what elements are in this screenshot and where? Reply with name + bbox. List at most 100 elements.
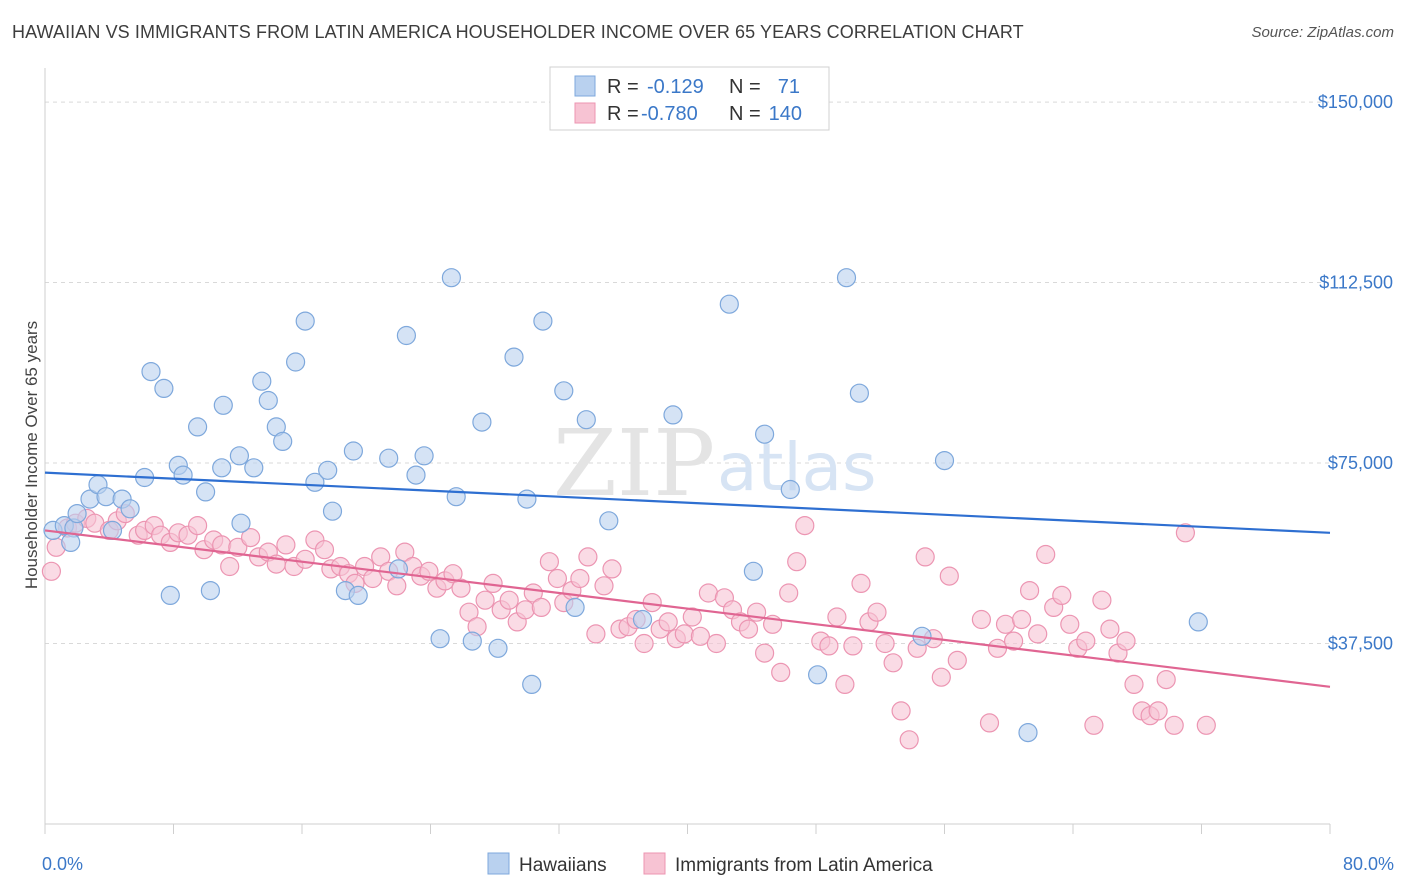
latin-america-point-122	[1076, 631, 1096, 651]
y-tick-label-3: $150,000	[1318, 92, 1393, 112]
hawaiians-point-17	[188, 417, 208, 437]
hawaiians-point-26	[258, 390, 278, 411]
latin-america-point-125	[1100, 619, 1120, 639]
latin-america-point-62	[570, 568, 590, 589]
latin-america-point-30	[314, 540, 335, 560]
legend: R = -0.129 N = 71 R = -0.780 N = 140	[549, 66, 830, 131]
latin-america-point-116	[1028, 624, 1048, 644]
watermark: ZIP atlas	[553, 410, 877, 517]
latin-america-point-70	[634, 633, 654, 654]
bottom-legend: Hawaiians Immigrants from Latin America	[487, 852, 933, 876]
latin-america-point-85	[754, 643, 775, 663]
latin-america-point-83	[738, 619, 759, 639]
latin-america-point-88	[779, 583, 799, 603]
hawaiians-point-28	[273, 431, 293, 451]
latin-america-point-47	[451, 578, 471, 598]
x-tick-label-1: 80.0%	[1343, 854, 1394, 874]
latin-america-point-133	[1164, 715, 1184, 735]
latin-america-point-113	[1003, 631, 1024, 651]
hawaiians-point-40	[406, 465, 426, 485]
latin-america-point-22	[241, 527, 261, 548]
latin-america-point-131	[1148, 701, 1168, 721]
latin-america-point-108	[947, 650, 967, 671]
hawaiians-point-29	[286, 352, 306, 372]
legend-swatch-latin-america	[574, 102, 596, 124]
latin-america-point-87	[771, 662, 791, 683]
latin-america-point-75	[674, 624, 694, 644]
hawaiians-point-10	[120, 499, 140, 519]
y-tick-label-1: $75,000	[1328, 453, 1393, 473]
hawaiians-point-3	[61, 532, 81, 553]
hawaiians-point-44	[446, 487, 466, 507]
hawaiians-point-54	[576, 410, 596, 430]
latin-america-point-111	[987, 638, 1008, 658]
latin-america-point-90	[795, 515, 815, 536]
hawaiians-point-57	[663, 405, 683, 425]
hawaiians-point-49	[517, 489, 537, 509]
hawaiians-point-41	[414, 446, 434, 466]
hawaiians-point-39	[396, 325, 416, 346]
latin-america-point-78	[698, 583, 719, 603]
bottom-legend-latin-america: Immigrants from Latin America	[675, 855, 933, 876]
hawaiians-point-8	[102, 520, 123, 541]
bottom-legend-swatch-latin-america	[643, 852, 666, 875]
latin-america-point-115	[1019, 580, 1040, 601]
latin-america-point-55	[515, 600, 535, 620]
latin-america-point-48	[459, 602, 479, 622]
legend-r-value-2: -0.780	[641, 103, 698, 125]
hawaiians-point-13	[154, 378, 174, 398]
latin-america-point-100	[883, 653, 903, 673]
latin-america-point-92	[819, 636, 839, 656]
axes	[44, 68, 1331, 834]
hawaiians-point-58	[719, 294, 739, 314]
x-tick-label-0: 0.0%	[42, 854, 83, 874]
chart-title: HAWAIIAN VS IMMIGRANTS FROM LATIN AMERIC…	[12, 22, 1024, 42]
hawaiians-point-35	[343, 441, 363, 461]
legend-box	[549, 66, 830, 131]
latin-america-point-26	[276, 535, 296, 555]
latin-america-point-132	[1156, 669, 1176, 690]
latin-america-point-109	[971, 609, 992, 630]
legend-r-value-1: -0.129	[647, 76, 704, 98]
latin-america-point-76	[682, 607, 702, 627]
hawaiians-point-56	[632, 609, 653, 630]
hawaiians-point-24	[244, 458, 264, 478]
hawaiians-point-16	[173, 465, 193, 485]
hawaiians-point-45	[462, 631, 482, 651]
hawaiians-point-33	[322, 501, 343, 521]
hawaiians-point-68	[1188, 612, 1208, 632]
hawaiians-point-25	[252, 371, 272, 391]
latin-america-point-40	[395, 542, 415, 562]
hawaiians-point-22	[229, 446, 249, 466]
hawaiians-point-43	[441, 268, 461, 288]
latin-america-point-124	[1092, 590, 1112, 610]
y-tick-label-2: $112,500	[1319, 273, 1393, 293]
latin-america-point-107	[939, 566, 959, 586]
latin-america-point-73	[658, 612, 678, 632]
y-axis-label: Householder Income Over 65 years	[22, 321, 41, 589]
latin-america-point-63	[578, 547, 598, 567]
legend-r-label-1: R =	[607, 76, 639, 98]
latin-america-point-89	[787, 552, 807, 572]
latin-america-point-119	[1052, 585, 1072, 606]
latin-america-point-95	[843, 636, 863, 656]
latin-america-point-39	[387, 576, 407, 596]
latin-america-point-66	[602, 559, 622, 579]
legend-n-value-2: 140	[769, 103, 802, 125]
hawaiians-trendline	[44, 471, 1331, 534]
hawaiians-point-64	[849, 383, 870, 403]
hawaiians-point-32	[318, 460, 338, 480]
latin-america-point-135	[1196, 715, 1216, 735]
hawaiians-point-20	[212, 458, 232, 478]
latin-america-point-101	[891, 701, 911, 721]
latin-america-point-59	[547, 568, 568, 589]
hawaiians-point-52	[554, 381, 574, 401]
latin-america-point-58	[539, 552, 560, 572]
latin-america-point-77	[690, 626, 711, 646]
latin-america-point-50	[475, 590, 495, 610]
hawaiians-point-47	[488, 638, 508, 658]
y-tick-label-0: $37,500	[1328, 634, 1393, 654]
hawaiians-point-50	[522, 674, 542, 695]
latin-america-point-36	[363, 568, 383, 589]
